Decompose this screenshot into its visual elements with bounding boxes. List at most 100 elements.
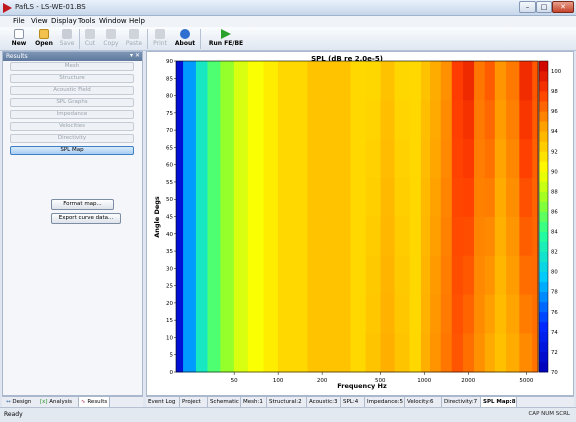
colorbar-segment bbox=[539, 121, 548, 132]
about-icon bbox=[180, 29, 190, 39]
heatmap-cell bbox=[233, 255, 249, 295]
colorbar-segment bbox=[539, 181, 548, 192]
bottom-tab-impedance-5[interactable]: Impedance:5 bbox=[365, 397, 405, 408]
menu-window[interactable]: Window bbox=[99, 17, 127, 25]
nav-spl-graphs[interactable]: SPL Graphs bbox=[10, 98, 134, 107]
nav-mesh[interactable]: Mesh bbox=[10, 62, 134, 71]
minimize-button[interactable]: – bbox=[519, 1, 536, 13]
bottom-tab-directivity-7[interactable]: Directivity:7 bbox=[442, 397, 481, 408]
save-button[interactable]: Save bbox=[57, 28, 77, 50]
bottom-tab-mesh-1[interactable]: Mesh:1 bbox=[241, 397, 267, 408]
heatmap-cell bbox=[335, 333, 351, 373]
colorbar-tick-label: 92 bbox=[551, 149, 558, 155]
y-axis-label: Angle Degs bbox=[153, 196, 161, 238]
heatmap-cell bbox=[420, 255, 431, 295]
heatmap-cell bbox=[380, 294, 395, 334]
x-axis-label: Frequency Hz bbox=[337, 382, 387, 390]
nav-spl-map[interactable]: SPL Map bbox=[10, 146, 134, 155]
menu-tools[interactable]: Tools bbox=[78, 17, 96, 25]
results-panel: Results ▾ ✕ Mesh Structure Acoustic Fiel… bbox=[2, 51, 143, 396]
new-button[interactable]: New bbox=[8, 28, 30, 50]
maximize-button[interactable]: □ bbox=[536, 1, 552, 13]
heatmap-cell bbox=[247, 99, 264, 140]
open-folder-icon bbox=[39, 29, 49, 39]
heatmap-cell bbox=[440, 216, 453, 256]
tab-design[interactable]: ↔ Design bbox=[6, 399, 32, 405]
bottom-tab-schematic[interactable]: Schematic bbox=[208, 397, 241, 408]
heatmap-cell bbox=[474, 138, 486, 179]
heatmap-cell bbox=[176, 333, 184, 373]
heatmap-cell bbox=[220, 294, 235, 334]
heatmap-cell bbox=[494, 177, 507, 217]
panel-controls[interactable]: ▾ ✕ bbox=[130, 52, 140, 59]
heatmap-cell bbox=[247, 333, 264, 373]
heatmap-cell bbox=[409, 61, 422, 101]
heatmap-cell bbox=[307, 99, 323, 140]
save-icon bbox=[62, 29, 72, 39]
heatmap-cell bbox=[532, 138, 539, 179]
bottom-tab-project[interactable]: Project bbox=[180, 397, 208, 408]
heatmap-cell bbox=[430, 255, 442, 295]
nav-structure[interactable]: Structure bbox=[10, 74, 134, 83]
heatmap-cell bbox=[409, 177, 422, 217]
open-button[interactable]: Open bbox=[32, 28, 56, 50]
y-tick-label: 30 bbox=[166, 266, 173, 272]
export-curve-data-button[interactable]: Export curve data... bbox=[51, 213, 121, 224]
menu-file[interactable]: File bbox=[13, 17, 25, 25]
heatmap-cell bbox=[506, 99, 520, 140]
bottom-tab-event-log[interactable]: Event Log bbox=[146, 397, 180, 408]
heatmap-cell bbox=[484, 333, 496, 373]
heatmap-cell bbox=[183, 294, 197, 334]
run-fe-be-button[interactable]: Run FE/BE bbox=[206, 28, 246, 50]
heatmap-cell bbox=[277, 177, 293, 217]
heatmap-cell bbox=[233, 177, 249, 217]
copy-button[interactable]: Copy bbox=[101, 28, 121, 50]
close-button[interactable]: ✕ bbox=[552, 1, 574, 13]
bottom-tab-velocity-6[interactable]: Velocity:6 bbox=[405, 397, 442, 408]
about-button[interactable]: About bbox=[173, 28, 197, 50]
colorbar-tick-label: 96 bbox=[551, 109, 558, 115]
heatmap-cell bbox=[420, 294, 431, 334]
colorbar-segment bbox=[539, 351, 548, 363]
y-tick-label: 20 bbox=[166, 301, 173, 307]
cut-button[interactable]: Cut bbox=[81, 28, 99, 50]
print-icon bbox=[155, 29, 165, 39]
heatmap-cell bbox=[195, 255, 208, 295]
heatmap-cell bbox=[233, 99, 249, 140]
bottom-tab-spl-map-8[interactable]: SPL Map:8 bbox=[481, 397, 517, 408]
new-file-icon bbox=[14, 29, 24, 39]
tab-analysis[interactable]: [x] Analysis bbox=[40, 399, 72, 405]
heatmap-cell bbox=[394, 216, 411, 256]
nav-impedance[interactable]: Impedance bbox=[10, 110, 134, 119]
design-icon: ↔ bbox=[6, 399, 11, 405]
format-map-button[interactable]: Format map... bbox=[51, 199, 114, 210]
nav-directivity[interactable]: Directivity bbox=[10, 134, 134, 143]
heatmap-cell bbox=[350, 99, 367, 140]
menu-view[interactable]: View bbox=[31, 17, 48, 25]
heatmap-cell bbox=[321, 61, 337, 101]
heatmap-cell bbox=[291, 255, 308, 295]
heatmap-cell bbox=[463, 61, 475, 101]
heatmap-cell bbox=[394, 138, 411, 179]
heatmap-cell bbox=[365, 138, 381, 179]
heatmap-cell bbox=[350, 216, 367, 256]
document-tab-strip: Event Log Project Schematic Mesh:1 Structura… bbox=[146, 396, 574, 408]
colorbar-segment bbox=[539, 191, 548, 202]
heatmap-cell bbox=[176, 138, 184, 179]
heatmap-cell bbox=[263, 138, 279, 179]
bottom-tab-spl-4[interactable]: SPL:4 bbox=[341, 397, 365, 408]
menu-display[interactable]: Display bbox=[51, 17, 77, 25]
nav-acoustic-field[interactable]: Acoustic Field bbox=[10, 86, 134, 95]
paste-button[interactable]: Paste bbox=[123, 28, 145, 50]
heatmap-cell bbox=[420, 61, 431, 101]
heatmap-cell bbox=[394, 177, 411, 217]
print-button[interactable]: Print bbox=[149, 28, 171, 50]
bottom-tab-acoustic-3[interactable]: Acoustic:3 bbox=[307, 397, 341, 408]
heatmap-cell bbox=[321, 294, 337, 334]
menu-help[interactable]: Help bbox=[129, 17, 145, 25]
heatmap-cell bbox=[220, 177, 235, 217]
colorbar-segment bbox=[539, 251, 548, 263]
bottom-tab-structural-2[interactable]: Structural:2 bbox=[267, 397, 307, 408]
nav-velocities[interactable]: Velocities bbox=[10, 122, 134, 131]
heatmap-cell bbox=[380, 177, 395, 217]
